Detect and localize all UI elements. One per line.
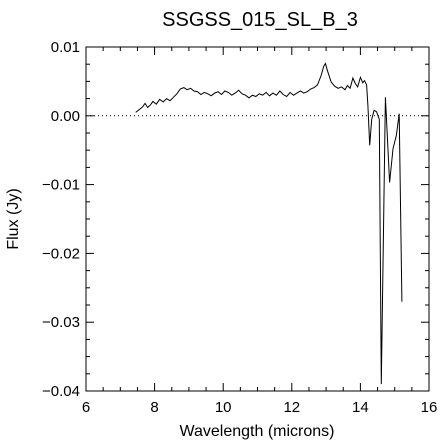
y-tick-label: 0.00: [51, 108, 80, 125]
x-axis-label: Wavelength (microns): [179, 423, 334, 440]
y-tick-label: 0.01: [51, 39, 80, 56]
y-tick-label: −0.03: [42, 314, 80, 331]
y-ticks: −0.04 −0.03 −0.02 −0.01 0.00 0.01: [42, 39, 429, 400]
y-tick-label: −0.04: [42, 383, 80, 400]
plot-frame: [85, 46, 430, 392]
chart-title: SSGSS_015_SL_B_3: [162, 9, 358, 31]
x-tick-label: 12: [283, 399, 300, 416]
y-axis-label: Flux (Jy): [5, 188, 22, 249]
x-tick-label: 14: [352, 399, 369, 416]
plot-area: 6 8 10 12 14 16 −0.04 −0.03 −0.02 −0.01 0.00 0.01: [42, 39, 437, 416]
y-tick-label: −0.02: [42, 245, 80, 262]
x-tick-label: 6: [82, 399, 90, 416]
y-tick-label: −0.01: [42, 177, 80, 194]
x-ticks: 6 8 10 12 14 16: [82, 47, 438, 416]
flux-series-line: [135, 62, 403, 385]
x-tick-label: 8: [150, 399, 158, 416]
x-tick-label: 10: [215, 399, 232, 416]
x-tick-label: 16: [421, 399, 438, 416]
